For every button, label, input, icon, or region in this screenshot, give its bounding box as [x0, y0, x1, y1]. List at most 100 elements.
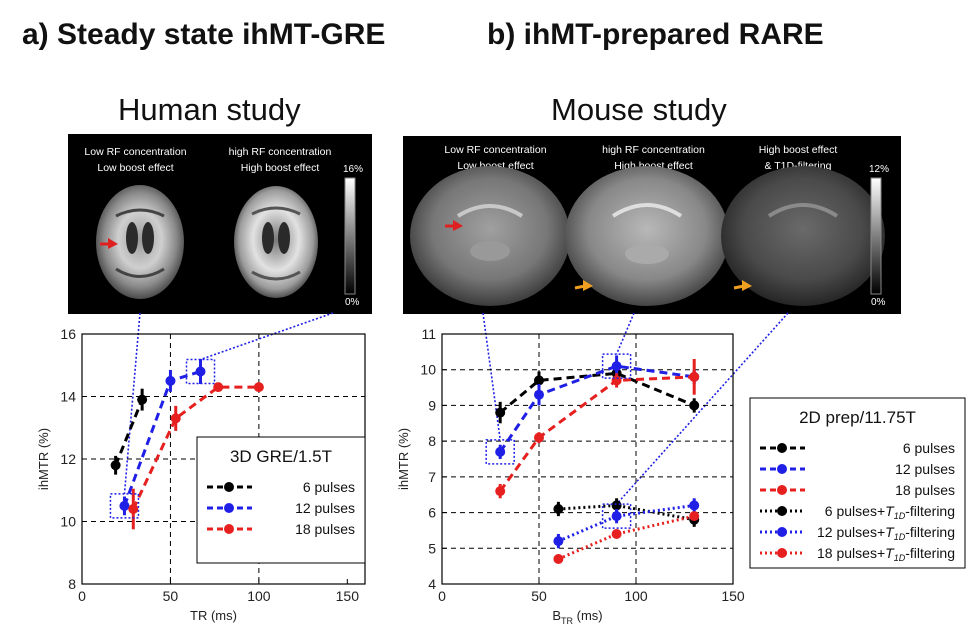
series-line-3 — [558, 503, 695, 522]
legend-label-name: 12 pulses — [895, 461, 955, 477]
connector-line — [200, 312, 334, 361]
human-mri-panel: Low RF concentration Low boost effect hi… — [68, 134, 372, 314]
legend-label-t: T — [885, 503, 895, 519]
legend-marker — [777, 485, 787, 495]
legend-label: 12 pulses+T1D-filtering — [817, 524, 955, 542]
legend-label-suffix: -filtering — [905, 545, 955, 561]
legend-marker — [777, 443, 787, 453]
y-tick-label: 5 — [428, 540, 436, 556]
data-point — [495, 486, 506, 497]
data-point — [128, 504, 139, 514]
legend-label: 18 pulses+T1D-filtering — [817, 545, 955, 563]
data-point — [553, 536, 564, 547]
panel-a-title: a) Steady state ihMT-GRE — [22, 18, 386, 51]
connector-line — [616, 312, 789, 505]
x-tick-label: 0 — [438, 588, 446, 604]
data-point — [534, 389, 544, 400]
legend-label: 12 pulses — [895, 461, 955, 477]
mouse-colorbar-min: 0% — [871, 297, 886, 308]
y-tick-label: 14 — [60, 389, 76, 405]
data-point — [553, 554, 564, 564]
legend-marker — [777, 548, 787, 558]
series-line-5 — [557, 514, 695, 561]
legend-title: 3D GRE/1.5T — [230, 447, 332, 466]
data-point — [495, 446, 506, 457]
data-point — [611, 529, 622, 539]
legend-label-name: 6 pulses+ — [825, 503, 885, 519]
series-line-0 — [114, 399, 144, 466]
legend-label-suffix: -filtering — [905, 503, 955, 519]
x-axis-label-unit: (ms) — [573, 608, 603, 623]
human-brain-images — [96, 177, 356, 299]
data-point — [553, 504, 564, 514]
mouse-colorbar — [870, 177, 882, 295]
y-axis-label: ihMTR (%) — [396, 428, 411, 490]
y-tick-label: 10 — [60, 514, 76, 530]
y-tick-label: 8 — [428, 433, 436, 449]
y-tick-label: 8 — [68, 576, 76, 592]
x-tick-label: 0 — [78, 588, 86, 604]
human-chart: 0 50 100 150 8 10 12 14 16 TR (ms) ihMTR (%) 3D GRE… — [36, 326, 366, 623]
human-colorbar — [344, 177, 356, 295]
mouse-brain-images — [410, 166, 885, 306]
data-point — [213, 382, 224, 393]
series-line-2 — [131, 385, 259, 510]
y-tick-label: 16 — [60, 326, 76, 342]
y-tick-label: 12 — [60, 451, 76, 467]
data-point — [611, 511, 622, 522]
series-line-4 — [557, 503, 695, 543]
mouse-study-label: Mouse study — [551, 92, 727, 127]
legend-label-name: 18 pulses+ — [817, 545, 885, 561]
legend-marker — [777, 506, 787, 516]
series-line-2 — [498, 375, 695, 493]
red-arrow-icon — [453, 220, 463, 231]
legend-label: 12 pulses — [295, 500, 355, 516]
legend-label: 18 pulses — [895, 482, 955, 498]
y-tick-label: 6 — [428, 505, 436, 521]
legend-title: 2D prep/11.75T — [799, 408, 916, 427]
legend-label-sub: 1D — [894, 553, 906, 563]
data-point — [534, 375, 544, 386]
data-point — [137, 394, 148, 405]
legend-label-t: T — [885, 545, 895, 561]
y-tick-label: 9 — [428, 397, 436, 413]
legend-label: 6 pulses — [903, 440, 955, 456]
y-tick-label: 11 — [421, 326, 436, 342]
x-tick-label: 150 — [336, 588, 360, 604]
mouse-brain-filtered — [721, 166, 885, 306]
x-tick-label: 50 — [163, 588, 179, 604]
legend-label-name: 18 pulses — [295, 521, 355, 537]
data-point — [119, 500, 130, 511]
series-line-0 — [499, 371, 695, 414]
data-point — [195, 366, 206, 377]
x-axis-label-sub: TR — [561, 616, 573, 626]
highlight-box — [109, 493, 140, 519]
data-point — [534, 432, 544, 443]
data-point — [170, 413, 181, 424]
human-colorbar-max: 16% — [343, 164, 364, 175]
y-tick-label: 10 — [420, 362, 436, 378]
connector-line — [615, 312, 635, 355]
y-axis-label: ihMTR (%) — [36, 428, 51, 490]
red-arrow-icon — [108, 238, 118, 249]
data-point — [253, 382, 264, 393]
legend-marker — [777, 464, 787, 474]
data-point — [689, 500, 700, 511]
panel-b-title: b) ihMT-prepared RARE — [487, 18, 824, 51]
human-caption-1: Low RF concentration Low boost effect — [84, 146, 187, 174]
legend-label: 18 pulses — [295, 521, 355, 537]
plot-frame — [441, 333, 734, 585]
human-study-label: Human study — [118, 92, 301, 127]
mouse-mri-panel: Low RF concentration Low boost effect hi… — [403, 136, 901, 314]
mouse-chart: 0 50 100 150 4 5 6 7 8 9 10 11 BTR (ms) ihMTR (%) 2D p… — [396, 326, 966, 626]
legend-label-name: 6 pulses — [303, 479, 355, 495]
x-tick-label: 100 — [247, 588, 271, 604]
highlight-box — [185, 358, 216, 385]
legend-label-t: T — [885, 524, 895, 540]
x-tick-label: 50 — [531, 588, 547, 604]
human-caption-2: high RF concentration High boost effect — [228, 146, 332, 174]
x-tick-label: 100 — [624, 588, 648, 604]
orange-arrow-icon — [742, 280, 752, 291]
data-point — [689, 371, 700, 382]
series-line-1 — [498, 364, 695, 453]
